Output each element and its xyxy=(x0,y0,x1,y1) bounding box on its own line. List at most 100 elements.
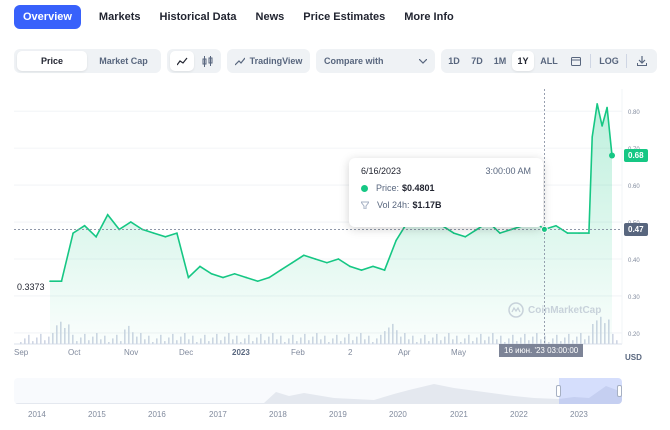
tooltip-price-label: Price: xyxy=(376,183,400,193)
x-tick-label: Oct xyxy=(68,348,81,357)
volume-icon xyxy=(361,201,369,209)
volume-bar xyxy=(32,341,34,344)
compare-label: Compare with xyxy=(324,56,384,66)
price-point xyxy=(210,272,213,275)
price-point xyxy=(452,232,455,234)
navigator-year: 2020 xyxy=(389,410,407,419)
price-point xyxy=(395,239,397,242)
navigator-year: 2016 xyxy=(148,410,166,419)
range-1m-button[interactable]: 1M xyxy=(493,56,507,66)
x-tick-label: Dec xyxy=(179,348,194,357)
candlestick-icon xyxy=(202,55,212,67)
x-tick-label: 2023 xyxy=(232,348,250,357)
range-navigator[interactable] xyxy=(14,378,622,404)
coinmarketcap-logo-icon xyxy=(508,302,524,318)
price-point xyxy=(279,269,282,271)
navigator-year: 2023 xyxy=(570,410,588,419)
tooltip-time: 3:00:00 AM xyxy=(485,166,531,176)
price-point xyxy=(176,232,178,234)
currency-label: USD xyxy=(625,353,642,362)
tradingview-label: TradingView xyxy=(249,56,303,66)
price-point xyxy=(372,265,374,268)
tradingview-button[interactable]: TradingView xyxy=(229,51,308,71)
price-point xyxy=(60,280,63,282)
price-point xyxy=(222,276,224,279)
navigator-selection[interactable] xyxy=(559,378,622,404)
price-dot-icon xyxy=(361,184,368,192)
x-tick-label: Feb xyxy=(291,348,305,357)
tooltip-vol-label: Vol 24h: xyxy=(377,200,410,210)
price-point xyxy=(95,236,97,238)
y-tick-label: 0.20 xyxy=(628,332,640,338)
price-point xyxy=(245,276,247,279)
compare-button[interactable]: Compare with xyxy=(324,51,427,71)
chevron-down-icon xyxy=(419,58,427,64)
tooltip-price-value: $0.4801 xyxy=(402,183,435,193)
compare-dropdown[interactable]: Compare with xyxy=(316,49,435,73)
line-chart-icon xyxy=(176,57,187,65)
y-tick-label: 0.80 xyxy=(628,110,640,116)
price-point xyxy=(588,232,590,234)
market-cap-button[interactable]: Market Cap xyxy=(99,56,148,66)
coinmarketcap-watermark: CoinMarketCap xyxy=(508,302,601,318)
price-chart[interactable]: 0.800.700.600.500.400.300.20 xyxy=(0,80,670,365)
price-area-fill xyxy=(50,103,612,344)
tab-overview[interactable]: Overview xyxy=(14,5,81,29)
x-tick-label: 2 xyxy=(348,348,353,357)
price-point xyxy=(49,280,51,282)
line-chart-button[interactable] xyxy=(170,51,194,71)
navigator-year: 2018 xyxy=(269,410,287,419)
volume-bar xyxy=(44,340,46,344)
volume-bar xyxy=(48,336,50,344)
volume-bar xyxy=(28,334,30,344)
range-all-button[interactable]: ALL xyxy=(540,56,558,66)
coin-page-tabs: Overview Markets Historical Data News Pr… xyxy=(14,4,473,30)
navigator-year: 2021 xyxy=(450,410,468,419)
price-button[interactable]: Price xyxy=(17,51,87,71)
price-point xyxy=(596,102,598,105)
tooltip-date: 6/16/2023 xyxy=(361,166,402,176)
price-point xyxy=(326,261,328,264)
watermark-text: CoinMarketCap xyxy=(528,304,602,316)
navigator-right-handle[interactable] xyxy=(617,385,622,397)
last-price-dot xyxy=(609,152,615,159)
price-point xyxy=(499,232,501,234)
price-point xyxy=(360,269,363,271)
candlestick-button[interactable] xyxy=(195,51,219,71)
price-point xyxy=(591,136,594,138)
tab-news[interactable]: News xyxy=(255,11,285,23)
navigator-history-area xyxy=(14,384,622,404)
current-price-tag: 0.68 xyxy=(624,149,648,163)
range-7d-button[interactable]: 7D xyxy=(471,56,483,66)
price-point xyxy=(578,232,580,234)
hover-price-tag: 0.47 xyxy=(624,222,648,236)
tab-price-estimates[interactable]: Price Estimates xyxy=(303,11,386,23)
price-point xyxy=(187,276,190,279)
tab-markets[interactable]: Markets xyxy=(98,11,141,23)
log-scale-button[interactable]: LOG xyxy=(599,56,619,66)
range-1y-button[interactable]: 1Y xyxy=(512,51,534,71)
navigator-left-handle[interactable] xyxy=(556,385,561,397)
x-tick-label: Nov xyxy=(124,348,139,357)
x-tick-label: Sep xyxy=(14,348,29,357)
price-point xyxy=(303,254,305,257)
navigator-year: 2022 xyxy=(510,410,528,419)
tradingview-toggle: TradingView xyxy=(227,49,310,73)
start-value-label: 0.3373 xyxy=(17,282,45,292)
volume-bar xyxy=(24,338,26,344)
tab-historical-data[interactable]: Historical Data xyxy=(159,11,237,23)
tab-more-info[interactable]: More Info xyxy=(404,11,454,23)
price-point xyxy=(464,236,467,238)
price-point xyxy=(153,232,155,234)
price-marketcap-toggle: Price Market Cap xyxy=(14,49,161,73)
price-point xyxy=(291,261,294,264)
hover-point xyxy=(540,225,548,233)
toolbar-divider xyxy=(626,54,627,68)
volume-bar xyxy=(40,333,42,344)
range-1d-button[interactable]: 1D xyxy=(448,56,460,66)
date-range-button[interactable] xyxy=(565,51,587,71)
download-button[interactable] xyxy=(630,51,654,71)
price-point xyxy=(164,236,167,238)
toolbar-divider xyxy=(590,54,591,68)
price-point xyxy=(199,265,201,268)
